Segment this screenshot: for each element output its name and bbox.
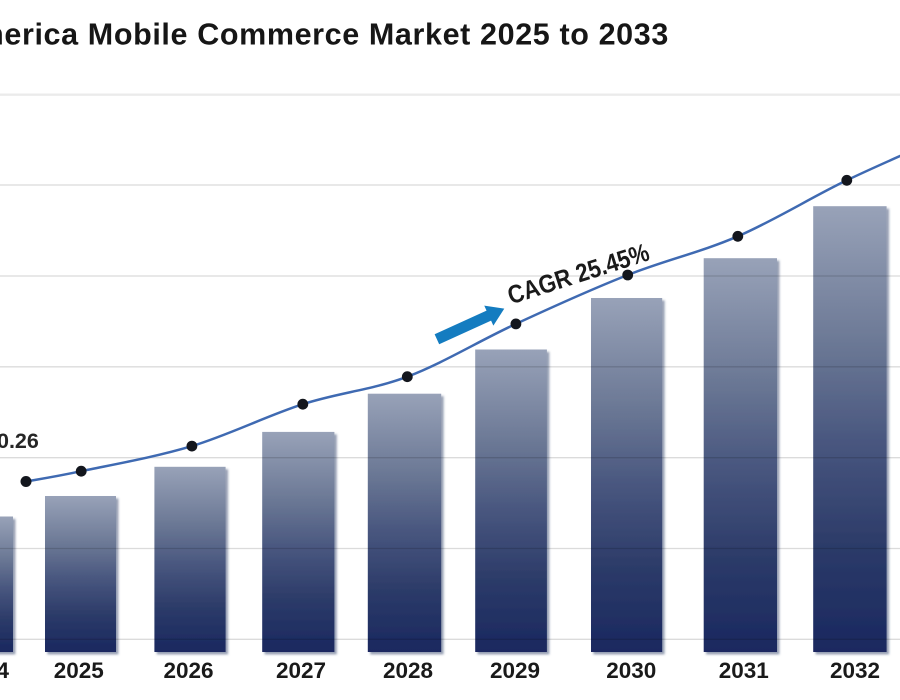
svg-text:2031: 2031: [719, 658, 769, 683]
svg-text:2032: 2032: [830, 658, 880, 683]
svg-text:0.26: 0.26: [0, 429, 39, 453]
svg-text:2026: 2026: [163, 658, 213, 683]
svg-text:America Mobile Commerce Market: America Mobile Commerce Market 2025 to 2…: [0, 18, 669, 52]
svg-text:2024: 2024: [0, 658, 10, 683]
svg-text:2027: 2027: [276, 658, 326, 683]
svg-text:2030: 2030: [606, 658, 656, 683]
svg-text:2025: 2025: [54, 658, 104, 683]
svg-text:2028: 2028: [383, 658, 433, 683]
svg-text:2029: 2029: [490, 658, 540, 683]
